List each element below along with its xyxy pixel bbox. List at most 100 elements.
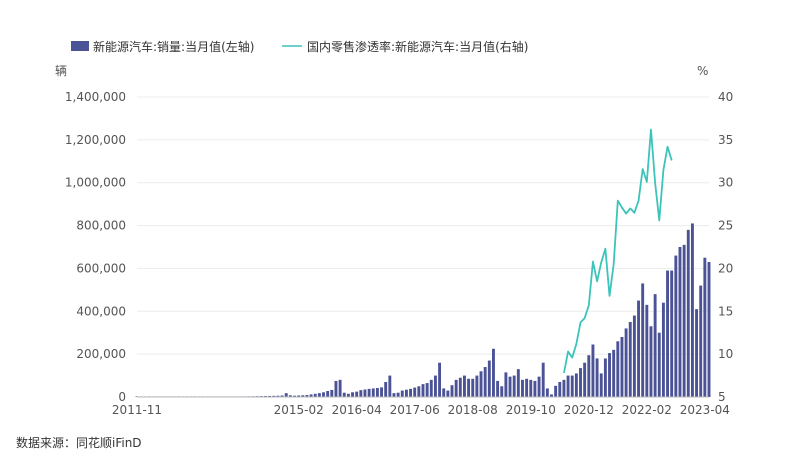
bar [384,382,388,397]
bar [612,349,616,397]
x-tick-label: 2016-04 [332,403,382,417]
bar [479,371,483,397]
right-tick-label: 5 [718,390,726,404]
bar [699,285,703,397]
right-axis-ticks: 5 10 15 20 25 30 35 40 [718,90,733,404]
bar [674,255,678,397]
bar [707,262,711,397]
bar [587,355,591,397]
bar [637,300,640,397]
x-tick-label: 2018-08 [448,403,498,417]
bar [409,388,413,397]
bar [562,379,566,397]
bar [641,283,645,397]
left-tick-label: 800,000 [76,219,126,233]
bar [433,375,437,397]
left-tick-label: 600,000 [76,261,126,275]
bar [645,304,649,397]
bar [363,389,367,397]
bar [570,375,574,397]
bar [666,270,669,397]
bar [351,392,354,397]
bar [603,358,607,397]
bar [276,395,280,397]
bar [682,244,686,397]
bar [392,393,396,397]
source-note: 数据来源：同花顺iFinD [16,435,142,450]
bar [305,395,309,397]
right-tick-label: 30 [718,176,733,190]
x-tick-label: 2019-10 [506,403,556,417]
right-tick-label: 40 [718,90,733,104]
bar [326,391,330,397]
left-tick-label: 1,000,000 [65,176,126,190]
bar [632,315,636,397]
x-tick-label: 2022-02 [622,403,672,417]
right-axis-unit: % [697,64,708,78]
left-tick-label: 400,000 [76,304,126,318]
bar [425,383,429,397]
bar [583,362,587,397]
bar [467,378,471,397]
bar [566,375,570,397]
bar [297,395,301,397]
bar [616,341,620,397]
bar [661,302,665,397]
bar [293,395,296,397]
bar [272,395,276,397]
bar [492,348,495,397]
bar [475,375,479,397]
bar [413,387,417,397]
bar [375,388,379,397]
bar [463,375,466,397]
bar [359,390,363,397]
bar [545,388,549,397]
left-tick-label: 0 [118,390,126,404]
bar [288,395,292,397]
bar [529,379,533,397]
bar [421,384,425,397]
bar [380,387,383,397]
x-tick-label: 2017-06 [390,403,440,417]
bar [438,362,442,397]
bar [554,385,558,397]
bar [624,328,628,397]
x-axis-ticks: 2011-11 2015-02 2016-04 2017-06 2018-08 2019-… [112,403,730,417]
bar [322,392,325,397]
bar [537,376,541,397]
bar [533,380,537,397]
bar [504,372,508,397]
x-tick-label: 2011-11 [112,403,162,417]
bar [371,388,375,397]
bar [521,379,524,397]
bar [317,393,321,397]
bar [446,390,450,397]
bar [338,379,342,397]
bar [342,392,346,397]
bar [690,223,694,397]
bar [280,395,284,397]
bar [653,294,657,397]
bar [334,380,338,397]
bar [458,377,462,397]
bar [500,386,504,397]
bar [703,257,707,397]
gridlines [137,96,709,355]
legend: 新能源汽车:销量:当月值(左轴) 国内零售渗透率:新能源汽车:当月值(右轴) [71,39,528,54]
left-axis-ticks: 0 200,000 400,000 600,000 800,000 1,000,000 1,… [65,90,126,404]
bar [487,360,491,397]
bar [442,388,446,397]
bar [595,358,599,397]
bar [574,373,578,397]
bar [670,270,674,397]
x-tick-label: 2020-12 [564,403,614,417]
right-tick-label: 35 [718,133,733,147]
bar [388,375,392,397]
legend-label-bar: 新能源汽车:销量:当月值(左轴) [93,39,254,54]
bar [301,395,305,397]
bar [284,393,288,397]
bar [450,385,454,397]
bar [558,382,562,397]
right-tick-label: 15 [718,304,733,318]
